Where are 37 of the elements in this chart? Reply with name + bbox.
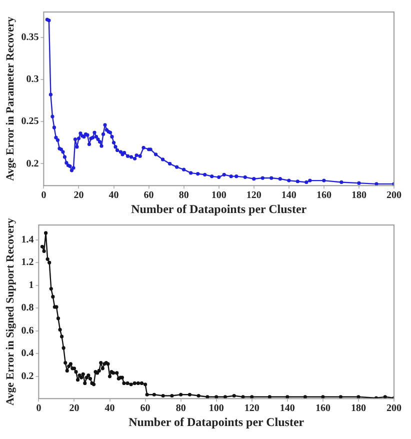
x-tick-label: 200: [386, 190, 402, 202]
x-tick-label: 160: [315, 403, 330, 414]
x-tick-label: 80: [178, 190, 189, 202]
x-tick-label: 140: [281, 190, 296, 202]
y-tick-label: 1.2: [21, 257, 34, 268]
x-tick-label: 20: [74, 190, 84, 202]
x-tick-label: 40: [108, 190, 119, 202]
x-tick-label: 100: [208, 403, 224, 414]
x-tick-label: 200: [386, 403, 402, 414]
x-tick-label: 40: [104, 403, 115, 414]
x-tick-label: 180: [351, 190, 366, 202]
x-tick-label: 80: [176, 403, 186, 414]
x-tick-label: 60: [140, 403, 150, 414]
y-tick-label: 0.2: [26, 158, 39, 170]
x-tick-label: 120: [244, 403, 260, 414]
x-tick-label: 0: [41, 190, 46, 202]
x-tick-label: 60: [144, 190, 154, 202]
y-tick-label: 0.3: [26, 74, 39, 85]
y-tick-label: 0.6: [21, 325, 34, 336]
x-axis-title: Number of Datapoints per Cluster: [128, 414, 305, 429]
y-tick-label: 0.4: [21, 348, 34, 360]
y-axis-title: Avge Error in Signed Support Recovery: [4, 218, 16, 406]
y-tick-label: 1: [28, 280, 34, 291]
y-tick-label: 1.4: [21, 234, 34, 246]
y-axis-title: Avge Error in Parameter Recovery: [4, 16, 16, 181]
x-tick-label: 140: [280, 403, 295, 414]
x-tick-label: 160: [316, 190, 332, 202]
x-axis-title: Number of Datapoints per Cluster: [131, 202, 308, 216]
y-tick-label: 0.2: [21, 370, 34, 382]
y-tick-label: 0.8: [21, 302, 34, 314]
x-tick-label: 20: [69, 403, 80, 414]
x-tick-label: 0: [36, 403, 42, 414]
y-tick-label: 0.25: [21, 116, 39, 128]
x-tick-label: 100: [211, 190, 226, 202]
y-tick-label: 0.35: [21, 32, 39, 43]
x-tick-label: 120: [246, 190, 262, 202]
x-tick-label: 180: [350, 403, 366, 414]
